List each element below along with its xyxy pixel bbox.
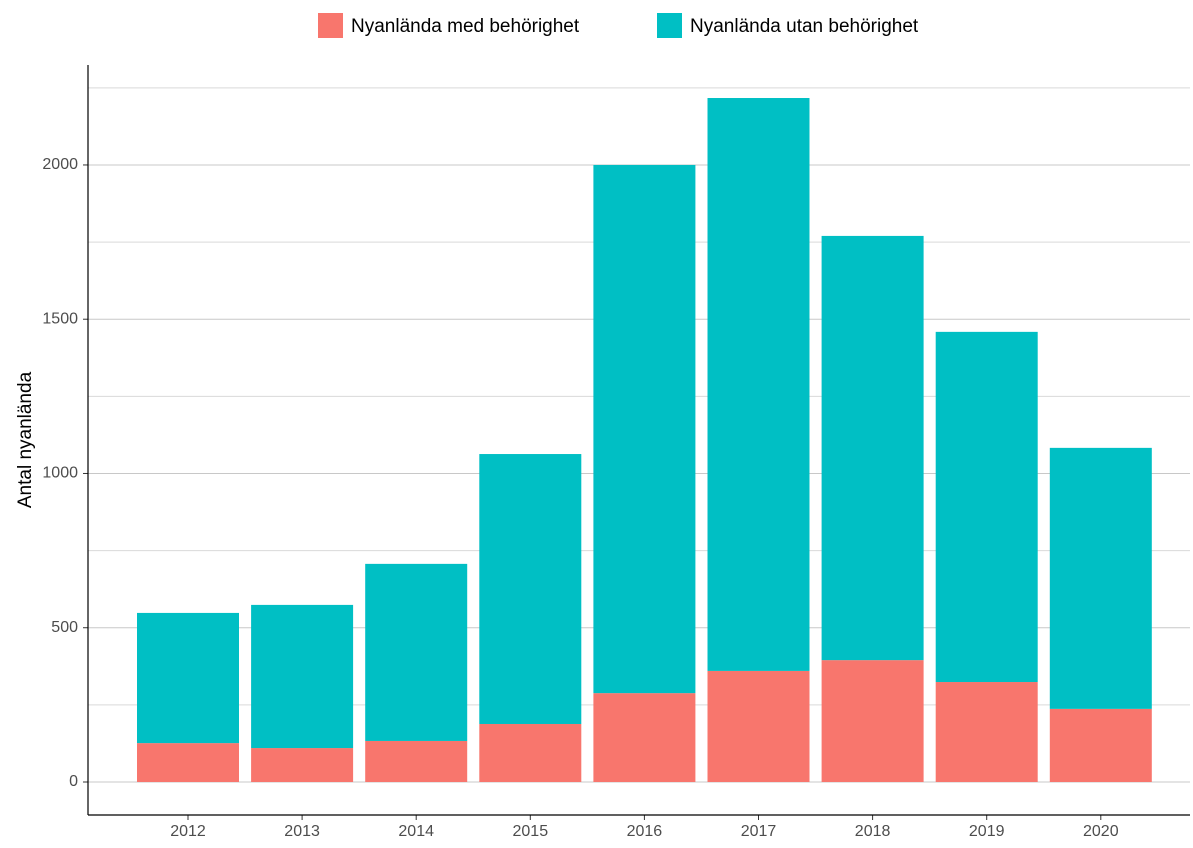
- bar-segment: [821, 660, 924, 782]
- x-tick-label: 2018: [855, 823, 891, 840]
- x-tick-label: 2019: [969, 823, 1005, 840]
- x-tick-label: 2015: [513, 823, 549, 840]
- bar-segment: [707, 670, 810, 782]
- bar-segment: [137, 743, 239, 782]
- legend-label: Nyanlända utan behörighet: [690, 16, 919, 37]
- x-tick-label: 2017: [741, 823, 777, 840]
- y-tick-label: 1500: [42, 310, 78, 327]
- bar-segment: [365, 740, 468, 782]
- legend-swatch: [318, 13, 343, 38]
- bar-segment: [707, 98, 810, 671]
- bar-segment: [251, 604, 354, 749]
- x-tick-label: 2012: [170, 823, 206, 840]
- y-tick-label: 0: [69, 773, 78, 790]
- bar-segment: [1049, 447, 1152, 709]
- bar-segment: [479, 723, 582, 782]
- y-tick-label: 2000: [42, 156, 78, 173]
- legend-label: Nyanlända med behörighet: [351, 16, 580, 37]
- x-tick-label: 2020: [1083, 823, 1119, 840]
- bar-segment: [821, 235, 924, 661]
- x-tick-label: 2016: [627, 823, 663, 840]
- bar-segment: [251, 748, 354, 782]
- legend-swatch: [657, 13, 682, 38]
- x-tick-label: 2013: [284, 823, 320, 840]
- bar-segment: [593, 693, 696, 782]
- y-tick-label: 500: [51, 619, 78, 636]
- bar-segment: [935, 682, 1038, 782]
- bar-segment: [137, 612, 239, 744]
- y-axis-label: Antal nyanlända: [15, 371, 36, 508]
- bar-segment: [935, 331, 1038, 683]
- bar-segment: [1049, 708, 1152, 782]
- bar-segment: [593, 164, 696, 694]
- x-tick-label: 2014: [398, 823, 434, 840]
- y-tick-label: 1000: [42, 465, 78, 482]
- bar-segment: [365, 563, 468, 741]
- bar-segment: [479, 454, 582, 724]
